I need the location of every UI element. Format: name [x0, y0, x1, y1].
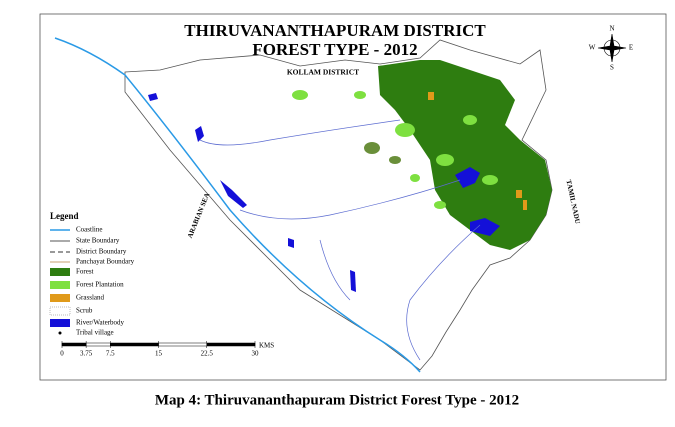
plantation-patches [292, 90, 498, 209]
legend-label: Grassland [76, 294, 104, 302]
scale-label: 7.5 [106, 350, 115, 358]
scale-segment [206, 342, 256, 347]
legend-label: Panchayat Boundary [76, 258, 135, 266]
rivers [199, 119, 481, 361]
region-label: KOLLAM DISTRICT [287, 68, 359, 77]
scale-label: 3.75 [80, 350, 93, 358]
scale-segment [85, 342, 111, 347]
map-title: FOREST TYPE - 2012 [252, 40, 417, 59]
scale-label: 0 [60, 350, 64, 358]
scale-label: 30 [252, 350, 260, 358]
compass-label: E [629, 44, 633, 52]
compass-label: N [609, 25, 614, 33]
scale-segment [158, 342, 207, 347]
compass [597, 33, 627, 63]
grassland-patches [428, 92, 527, 210]
coastline [54, 37, 421, 373]
compass-label: W [589, 44, 596, 52]
forest-area [378, 60, 552, 250]
scale-segment [61, 342, 87, 347]
scale-segment [110, 342, 159, 347]
legend-label: District Boundary [76, 248, 127, 256]
legend-label: River/Waterbody [76, 319, 125, 327]
legend: Legend Coastline State Boundary District… [49, 211, 135, 337]
legend-label: Forest [76, 268, 94, 276]
caption: Map 4: Thiruvananthapuram District Fores… [155, 392, 519, 408]
legend-label: Coastline [76, 226, 102, 234]
scale-unit: KMS [259, 342, 274, 350]
scale-label: 15 [155, 350, 163, 358]
water-bodies [148, 93, 500, 292]
compass-label: S [610, 64, 614, 72]
legend-label: Tribal village [76, 329, 114, 337]
legend-label: Scrub [76, 307, 93, 315]
legend-label: Forest Plantation [76, 281, 124, 289]
scale-label: 22.5 [201, 350, 214, 358]
forest-patches [364, 142, 401, 164]
legend-label: State Boundary [76, 237, 120, 245]
legend-title: Legend [50, 211, 79, 221]
scale-bar: 0 3.75 7.5 15 22.5 30 [60, 341, 259, 358]
map-title: THIRUVANANTHAPURAM DISTRICT [184, 21, 486, 40]
